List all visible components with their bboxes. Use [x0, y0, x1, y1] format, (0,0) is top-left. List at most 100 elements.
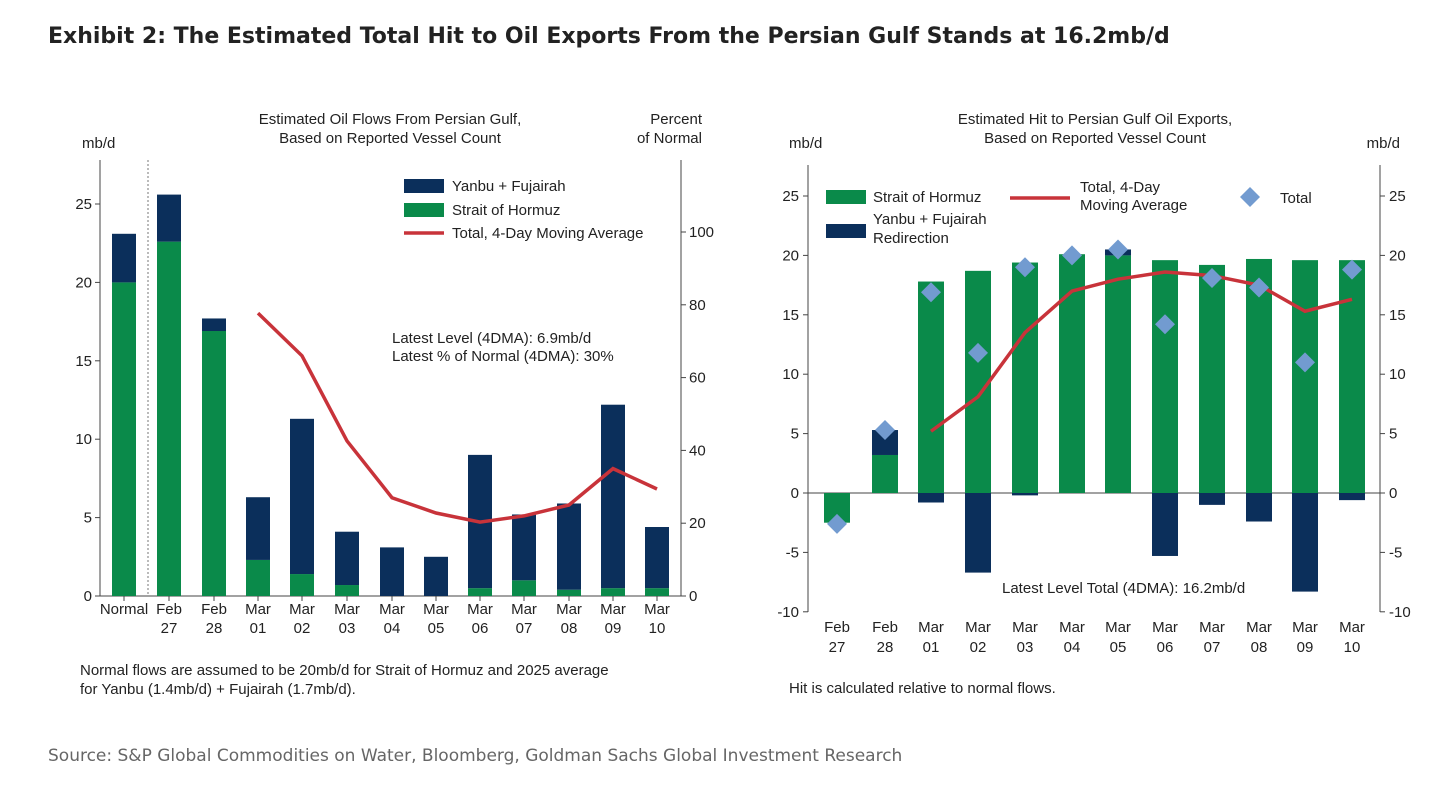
total-diamond-point: [1015, 257, 1035, 278]
y2-tick-label: 25: [1389, 188, 1406, 205]
y2-axis-label: mb/d: [1367, 135, 1400, 152]
legend-label: Total: [1280, 190, 1312, 207]
x-tick-label: Mar: [1152, 619, 1178, 636]
y-tick-label: 5: [791, 426, 799, 443]
x-tick-label: 09: [1297, 639, 1314, 656]
y-tick-label: 20: [782, 247, 799, 264]
bar-yanbu-fujairah: [645, 527, 669, 589]
legend-label: Yanbu + Fujairah: [873, 211, 987, 228]
x-tick-label: 07: [516, 620, 533, 637]
x-tick-label: Mar: [965, 619, 991, 636]
bar-yanbu-fujairah: [1292, 493, 1318, 592]
bar-yanbu-fujairah: [290, 418, 314, 575]
line-4day-moving-average: [256, 311, 658, 524]
y-tick-label: 5: [84, 510, 92, 527]
y2-tick-label: 20: [689, 515, 706, 532]
x-tick-label: Feb: [824, 619, 850, 636]
legend-label: Yanbu + Fujairah: [452, 178, 566, 195]
y-tick-label: 0: [84, 588, 92, 605]
bar-strait-of-hormuz: [1246, 258, 1272, 493]
x-tick-label: 02: [294, 620, 311, 637]
bar-strait-of-hormuz: [335, 585, 359, 596]
bar-yanbu-fujairah: [202, 318, 226, 332]
x-tick-label: Normal: [100, 601, 148, 618]
x-tick-label: 10: [649, 620, 666, 637]
chart-title: Based on Reported Vessel Count: [984, 130, 1207, 147]
y2-tick-label: 5: [1389, 426, 1397, 443]
bar-strait-of-hormuz: [1059, 254, 1085, 493]
y-tick-label: -10: [777, 604, 799, 621]
bar-strait-of-hormuz: [645, 588, 669, 596]
y-tick-label: 20: [75, 274, 92, 291]
y-axis-label: mb/d: [789, 135, 822, 152]
bar-strait-of-hormuz: [1292, 260, 1318, 493]
x-tick-label: Mar: [379, 601, 405, 618]
legend-swatch-yanbu: [404, 179, 444, 193]
y-tick-label: 15: [75, 353, 92, 370]
bar-yanbu-fujairah: [380, 547, 404, 596]
x-tick-label: 07: [1204, 639, 1221, 656]
bar-yanbu-fujairah: [112, 233, 136, 283]
y-axis-label: mb/d: [82, 135, 115, 152]
total-diamond-point: [1202, 267, 1222, 288]
exhibit-title: Exhibit 2: The Estimated Total Hit to Oi…: [48, 24, 1170, 49]
bar-strait-of-hormuz: [601, 588, 625, 596]
y2-tick-label: -5: [1389, 544, 1402, 561]
bar-yanbu-fujairah: [246, 497, 270, 560]
x-tick-label: 10: [1344, 639, 1361, 656]
x-tick-label: Feb: [156, 601, 182, 618]
total-diamond-point: [1155, 314, 1175, 335]
x-tick-label: Mar: [556, 601, 582, 618]
bar-yanbu-fujairah: [918, 493, 944, 503]
legend-swatch-hormuz: [826, 190, 866, 204]
legend-label: Strait of Hormuz: [873, 189, 981, 206]
bar-strait-of-hormuz: [1012, 262, 1038, 493]
x-tick-label: 28: [206, 620, 223, 637]
total-diamond-point: [875, 420, 895, 441]
chart-footnote: Hit is calculated relative to normal flo…: [789, 680, 1056, 697]
bar-yanbu-fujairah: [335, 531, 359, 586]
y2-tick-label: 80: [689, 297, 706, 314]
legend-swatch-total: [1240, 187, 1260, 207]
chart-annotation: Latest Level Total (4DMA): 16.2mb/d: [1002, 580, 1245, 597]
x-tick-label: Mar: [1292, 619, 1318, 636]
bar-yanbu-fujairah: [1152, 493, 1178, 556]
x-tick-label: Feb: [201, 601, 227, 618]
x-tick-label: Mar: [334, 601, 360, 618]
x-tick-label: Mar: [918, 619, 944, 636]
y2-tick-label: 0: [689, 588, 697, 605]
x-tick-label: 05: [428, 620, 445, 637]
total-diamond-point: [1108, 239, 1128, 260]
bar-strait-of-hormuz: [1199, 264, 1225, 493]
bar-strait-of-hormuz: [246, 559, 270, 596]
chart-title: Estimated Hit to Persian Gulf Oil Export…: [958, 111, 1232, 128]
x-tick-label: 01: [250, 620, 267, 637]
bar-yanbu-fujairah: [1339, 493, 1365, 501]
chart-annotation: Latest Level (4DMA): 6.9mb/d: [392, 330, 591, 347]
legend-swatch-hormuz: [404, 203, 444, 217]
x-tick-label: Mar: [1059, 619, 1085, 636]
bar-strait-of-hormuz: [468, 588, 492, 596]
y2-tick-label: 100: [689, 224, 714, 241]
x-tick-label: Mar: [423, 601, 449, 618]
x-tick-label: 28: [877, 639, 894, 656]
x-tick-label: 01: [923, 639, 940, 656]
bar-yanbu-fujairah: [157, 194, 181, 242]
y-tick-label: 25: [782, 188, 799, 205]
y2-tick-label: 15: [1389, 307, 1406, 324]
total-diamond-point: [827, 513, 847, 534]
source-note: Source: S&P Global Commodities on Water,…: [48, 746, 903, 766]
bar-yanbu-fujairah: [1246, 493, 1272, 522]
x-tick-label: 03: [1017, 639, 1034, 656]
x-tick-label: Feb: [872, 619, 898, 636]
x-tick-label: Mar: [1012, 619, 1038, 636]
x-tick-label: 27: [829, 639, 846, 656]
x-tick-label: Mar: [245, 601, 271, 618]
x-tick-label: Mar: [1246, 619, 1272, 636]
x-tick-label: 02: [970, 639, 987, 656]
bar-strait-of-hormuz: [872, 454, 898, 493]
bar-strait-of-hormuz: [112, 282, 136, 596]
total-diamond-point: [1342, 259, 1362, 280]
y-tick-label: 15: [782, 307, 799, 324]
x-tick-label: Mar: [1339, 619, 1365, 636]
